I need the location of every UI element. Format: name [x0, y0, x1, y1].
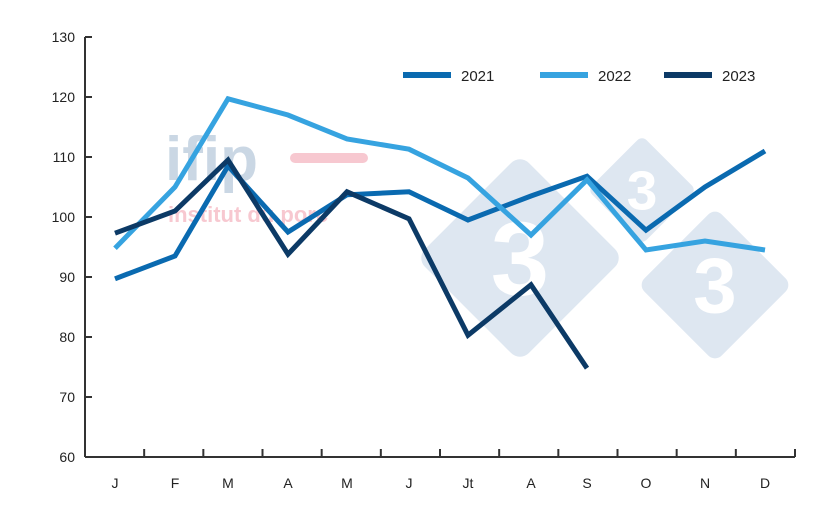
x-tick-label: A	[526, 475, 536, 491]
y-tick-label: 100	[52, 209, 76, 225]
series-line-2022	[113, 95, 766, 253]
x-tick-label: Jt	[463, 475, 474, 491]
x-tick-label: A	[283, 475, 293, 491]
x-tick-label: F	[171, 475, 180, 491]
x-tick-label: J	[406, 475, 413, 491]
watermark-badge	[421, 159, 619, 357]
y-tick-label: 90	[59, 269, 75, 285]
watermark-badge-text: 3	[693, 241, 736, 329]
y-tick-label: 70	[59, 389, 75, 405]
x-tick-label: S	[582, 475, 591, 491]
axes: 60 70 80 90 100 110 120 130 J F M A M J Jt A S O N D	[52, 29, 796, 491]
x-tick-label: O	[641, 475, 652, 491]
y-tick-label: 80	[59, 329, 75, 345]
series-line-2023	[114, 156, 590, 370]
watermark-logo-bar	[290, 153, 368, 163]
series-line-2021	[114, 148, 767, 282]
legend-label-2023: 2023	[722, 68, 755, 85]
y-tick-label: 130	[52, 29, 76, 45]
series-lines	[113, 95, 767, 370]
x-tick-label: D	[760, 475, 770, 491]
x-tick-label: M	[222, 475, 234, 491]
y-tick-label: 60	[59, 449, 75, 465]
legend-label-2022: 2022	[598, 68, 631, 85]
legend: 2021 2022 2023	[403, 68, 755, 85]
watermark-badge-text: 3	[627, 159, 658, 221]
x-tick-label: M	[341, 475, 353, 491]
y-tick-label: 110	[53, 149, 76, 165]
x-tick-label: N	[700, 475, 710, 491]
legend-label-2021: 2021	[461, 68, 494, 85]
y-tick-label: 120	[52, 89, 76, 105]
x-tick-label: J	[112, 475, 119, 491]
